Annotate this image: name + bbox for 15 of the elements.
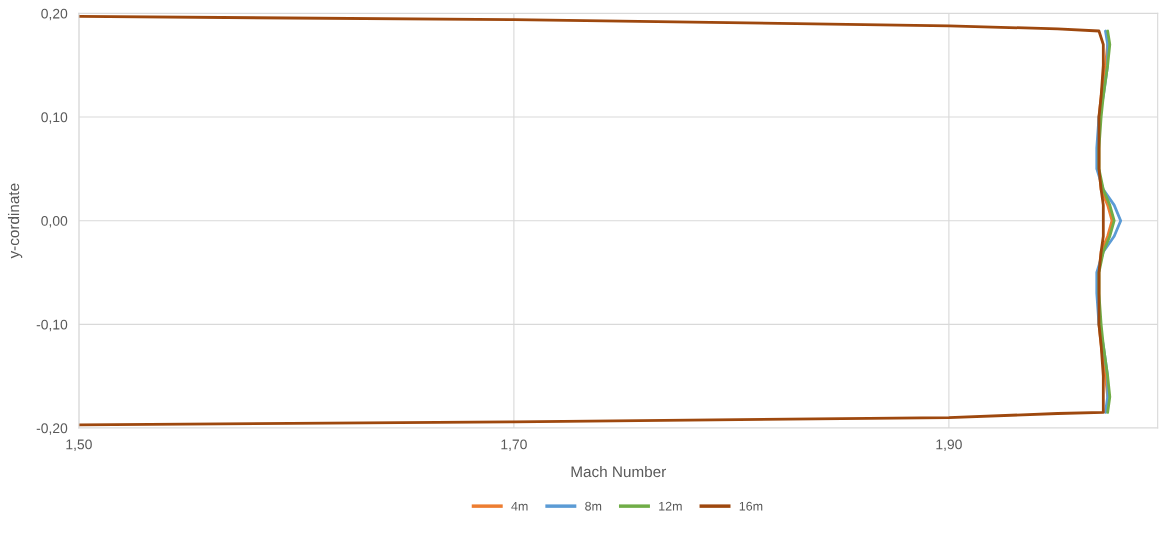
y-axis-title: y-cordinate: [7, 183, 23, 259]
x-tick-label: 1,50: [66, 439, 92, 451]
legend-label: 4m: [511, 501, 528, 511]
y-tick-label: -0,10: [36, 319, 68, 332]
x-tick-label: 1,90: [936, 439, 962, 451]
legend-label: 8m: [585, 501, 602, 511]
y-tick-label: 0,00: [41, 216, 68, 228]
y-tick-label: 0,20: [41, 8, 68, 21]
line-series: [78, 15, 1105, 427]
x-axis-title: Mach Number: [571, 465, 666, 478]
legend-label: 16m: [739, 501, 763, 511]
legend-label: 12m: [659, 501, 682, 511]
y-tick-label: -0,20: [36, 423, 68, 435]
y-tick-label: 0,10: [41, 112, 68, 124]
x-tick-label: 1,70: [501, 439, 527, 451]
